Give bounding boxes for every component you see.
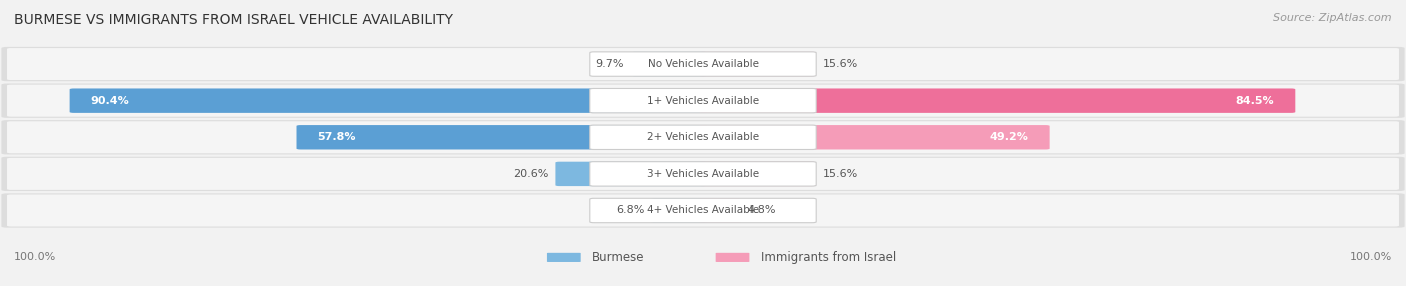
- FancyBboxPatch shape: [716, 253, 749, 262]
- Text: 4.8%: 4.8%: [748, 206, 776, 215]
- FancyBboxPatch shape: [1, 47, 1405, 81]
- FancyBboxPatch shape: [555, 162, 707, 186]
- FancyBboxPatch shape: [631, 52, 707, 76]
- FancyBboxPatch shape: [591, 88, 815, 113]
- FancyBboxPatch shape: [297, 125, 707, 150]
- FancyBboxPatch shape: [7, 194, 1399, 227]
- Text: 20.6%: 20.6%: [513, 169, 548, 179]
- Text: 9.7%: 9.7%: [596, 59, 624, 69]
- Text: 1+ Vehicles Available: 1+ Vehicles Available: [647, 96, 759, 106]
- FancyBboxPatch shape: [7, 85, 1399, 117]
- FancyBboxPatch shape: [1, 193, 1405, 228]
- Text: BURMESE VS IMMIGRANTS FROM ISRAEL VEHICLE AVAILABILITY: BURMESE VS IMMIGRANTS FROM ISRAEL VEHICL…: [14, 13, 453, 27]
- Text: 15.6%: 15.6%: [823, 59, 858, 69]
- FancyBboxPatch shape: [1, 157, 1405, 191]
- FancyBboxPatch shape: [699, 52, 815, 76]
- FancyBboxPatch shape: [70, 88, 707, 113]
- Text: 57.8%: 57.8%: [318, 132, 356, 142]
- Text: 49.2%: 49.2%: [990, 132, 1029, 142]
- Text: 3+ Vehicles Available: 3+ Vehicles Available: [647, 169, 759, 179]
- FancyBboxPatch shape: [591, 162, 815, 186]
- FancyBboxPatch shape: [7, 121, 1399, 153]
- Text: No Vehicles Available: No Vehicles Available: [648, 59, 758, 69]
- FancyBboxPatch shape: [651, 198, 707, 223]
- Text: 15.6%: 15.6%: [823, 169, 858, 179]
- FancyBboxPatch shape: [547, 253, 581, 262]
- Text: 100.0%: 100.0%: [14, 253, 56, 262]
- FancyBboxPatch shape: [7, 158, 1399, 190]
- Text: 2+ Vehicles Available: 2+ Vehicles Available: [647, 132, 759, 142]
- FancyBboxPatch shape: [1, 84, 1405, 118]
- FancyBboxPatch shape: [699, 198, 741, 223]
- Text: 100.0%: 100.0%: [1350, 253, 1392, 262]
- FancyBboxPatch shape: [7, 48, 1399, 80]
- FancyBboxPatch shape: [591, 125, 815, 150]
- Text: 4+ Vehicles Available: 4+ Vehicles Available: [647, 206, 759, 215]
- FancyBboxPatch shape: [699, 125, 1050, 150]
- Text: Source: ZipAtlas.com: Source: ZipAtlas.com: [1274, 13, 1392, 23]
- Text: 90.4%: 90.4%: [91, 96, 129, 106]
- FancyBboxPatch shape: [699, 162, 815, 186]
- FancyBboxPatch shape: [591, 198, 815, 223]
- FancyBboxPatch shape: [591, 52, 815, 76]
- FancyBboxPatch shape: [1, 120, 1405, 154]
- FancyBboxPatch shape: [699, 88, 1295, 113]
- Text: 84.5%: 84.5%: [1236, 96, 1274, 106]
- Text: Immigrants from Israel: Immigrants from Israel: [761, 251, 896, 264]
- Text: 6.8%: 6.8%: [616, 206, 644, 215]
- Text: Burmese: Burmese: [592, 251, 644, 264]
